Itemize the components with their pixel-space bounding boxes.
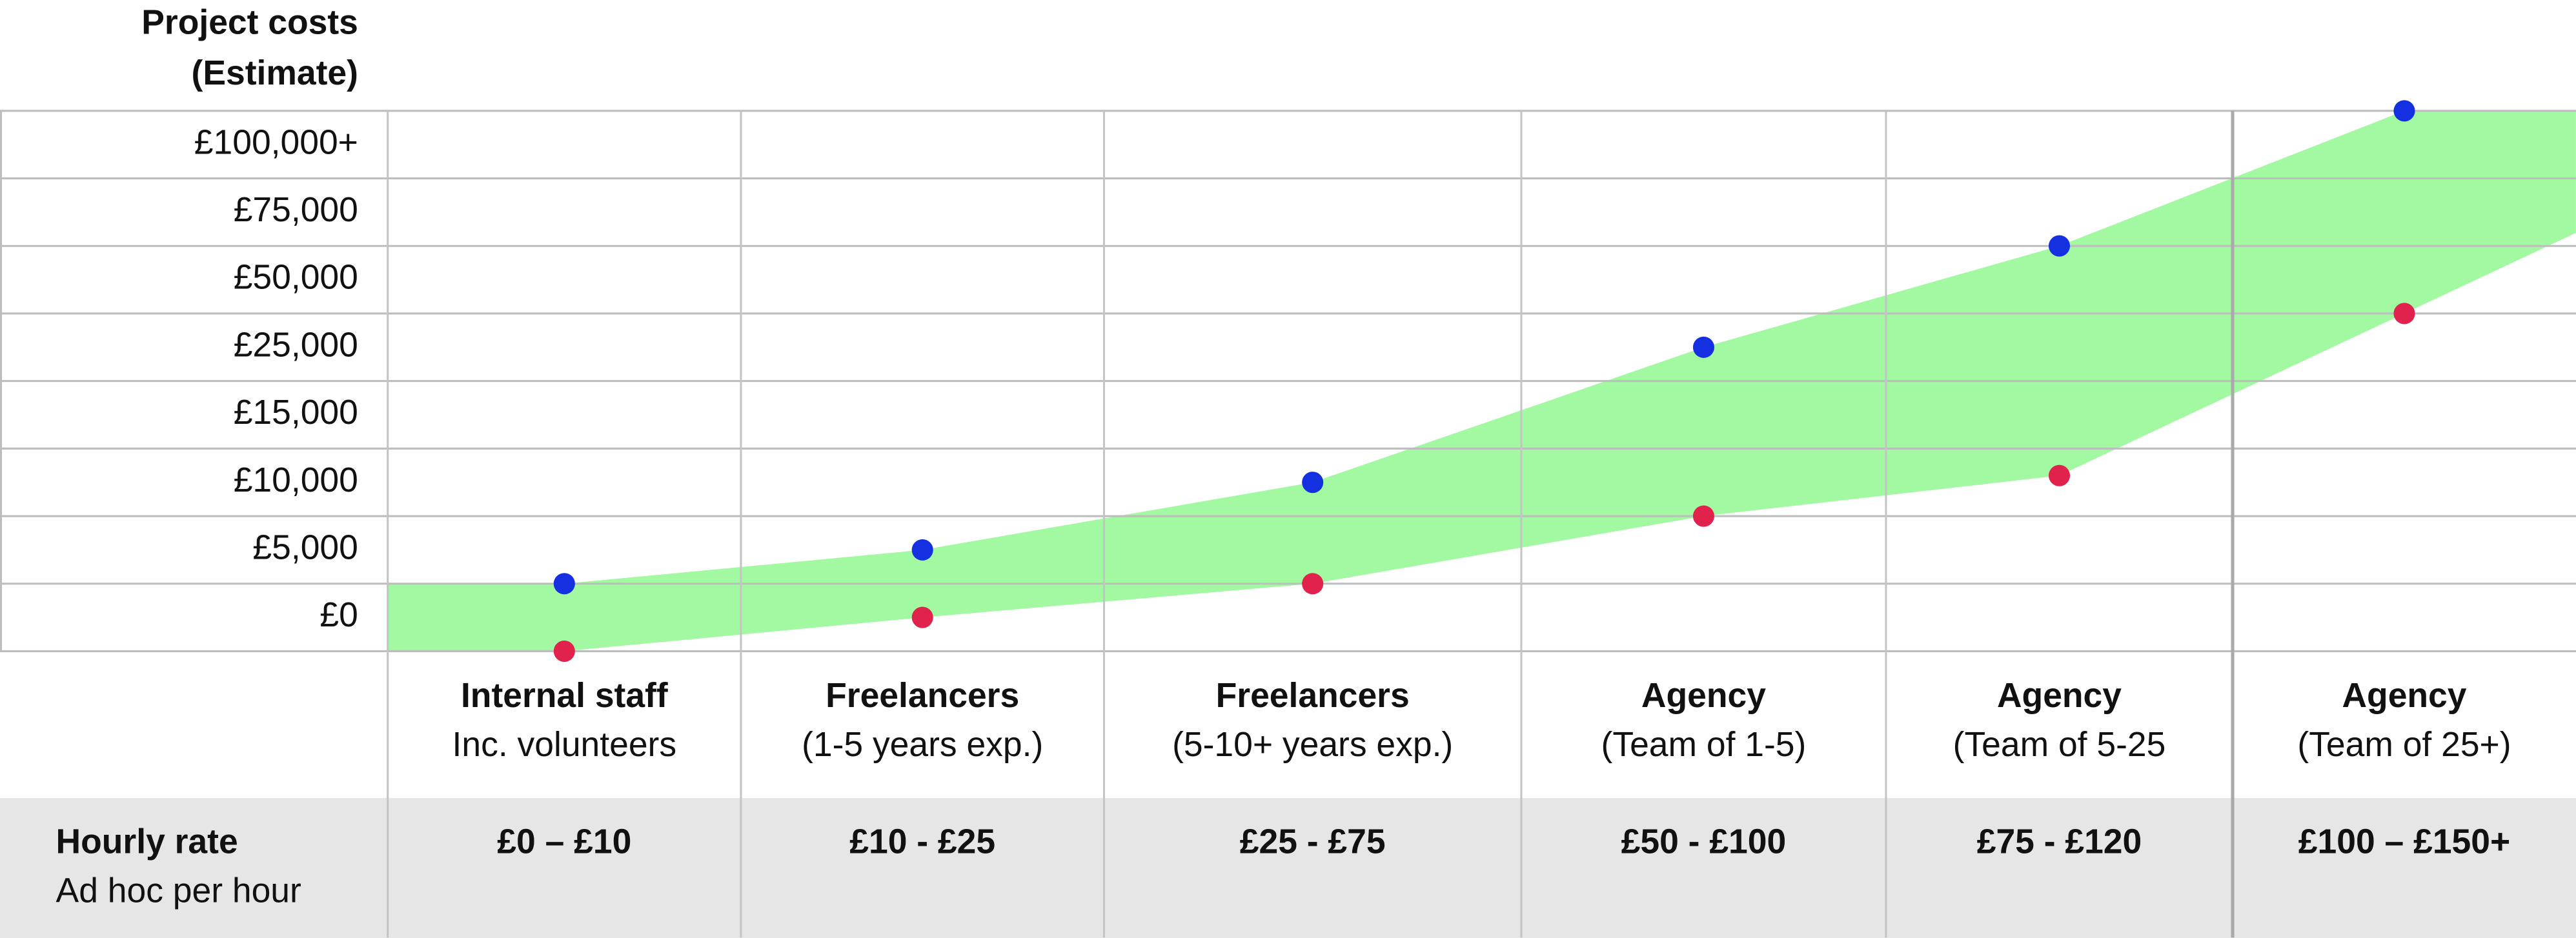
y-tick-label: £5,000 [252, 529, 358, 567]
category-label: Agency [2342, 677, 2466, 715]
category-detail: (5-10+ years exp.) [1172, 726, 1453, 764]
rate-row [0, 797, 2576, 938]
category-label: Freelancers [1216, 677, 1410, 715]
category-label: Agency [1641, 677, 1766, 715]
rate-sublabel: Ad hoc per hour [56, 872, 301, 910]
y-tick-label: £100,000+ [194, 123, 358, 161]
rate-value: £0 – £10 [497, 823, 631, 861]
rate-value: £25 - £75 [1240, 823, 1386, 861]
category-detail: (Team of 25+) [2297, 726, 2511, 764]
y-tick-label: £0 [319, 596, 358, 634]
rate-value: £50 - £100 [1621, 823, 1787, 861]
data-point [911, 539, 933, 561]
cost-band [387, 110, 2576, 652]
y-tick-label: £75,000 [234, 191, 358, 229]
rate-value: £75 - £120 [1977, 823, 2142, 861]
data-point [1302, 573, 1324, 595]
y-tick-label: £10,000 [234, 461, 358, 499]
category-detail: Inc. volunteers [452, 726, 677, 764]
data-point [553, 573, 575, 595]
category-detail: (1-5 years exp.) [802, 726, 1043, 764]
data-point [911, 606, 933, 628]
data-point [2393, 303, 2415, 324]
data-point [1302, 472, 1324, 494]
data-point [553, 640, 575, 662]
y-tick-label: £15,000 [234, 394, 358, 432]
y-tick-label: £50,000 [234, 259, 358, 297]
category-detail: (Team of 5-25 [1953, 726, 2166, 764]
category-label: Freelancers [826, 677, 1019, 715]
data-point [1692, 336, 1714, 358]
rate-value: £100 – £150+ [2298, 823, 2510, 861]
chart-title: Project costs [141, 3, 358, 41]
data-point [2393, 100, 2415, 122]
rate-label: Hourly rate [56, 823, 238, 861]
category-detail: (Team of 1-5) [1601, 726, 1807, 764]
y-tick-label: £25,000 [234, 326, 358, 364]
data-point [2048, 235, 2071, 257]
data-point [1692, 505, 1714, 527]
rate-value: £10 - £25 [849, 823, 995, 861]
category-label: Agency [1997, 677, 2122, 715]
chart-subtitle: (Estimate) [192, 54, 358, 92]
category-label: Internal staff [461, 677, 668, 715]
data-point [2048, 464, 2071, 486]
